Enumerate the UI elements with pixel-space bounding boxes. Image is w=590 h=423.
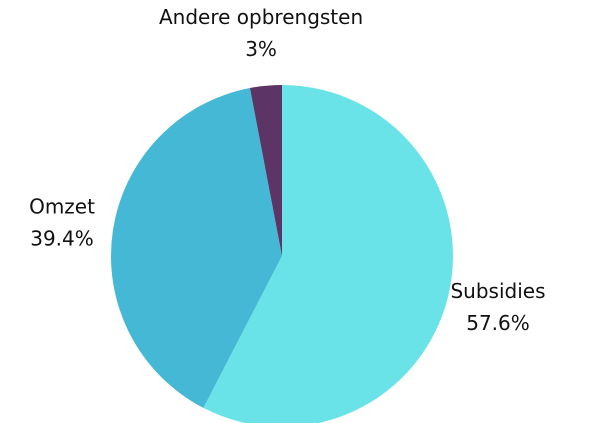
slice-value-label: 39.4% [30,226,94,250]
pie-slice [203,85,453,423]
pie-slice [111,88,282,408]
slice-label: Andere opbrengsten [159,5,363,29]
slice-label: Omzet [29,194,95,218]
slice-value-label: 57.6% [466,311,530,335]
slice-value-label: 3% [245,37,277,61]
pie-slice [249,85,282,256]
slice-label: Subsidies [450,279,545,303]
